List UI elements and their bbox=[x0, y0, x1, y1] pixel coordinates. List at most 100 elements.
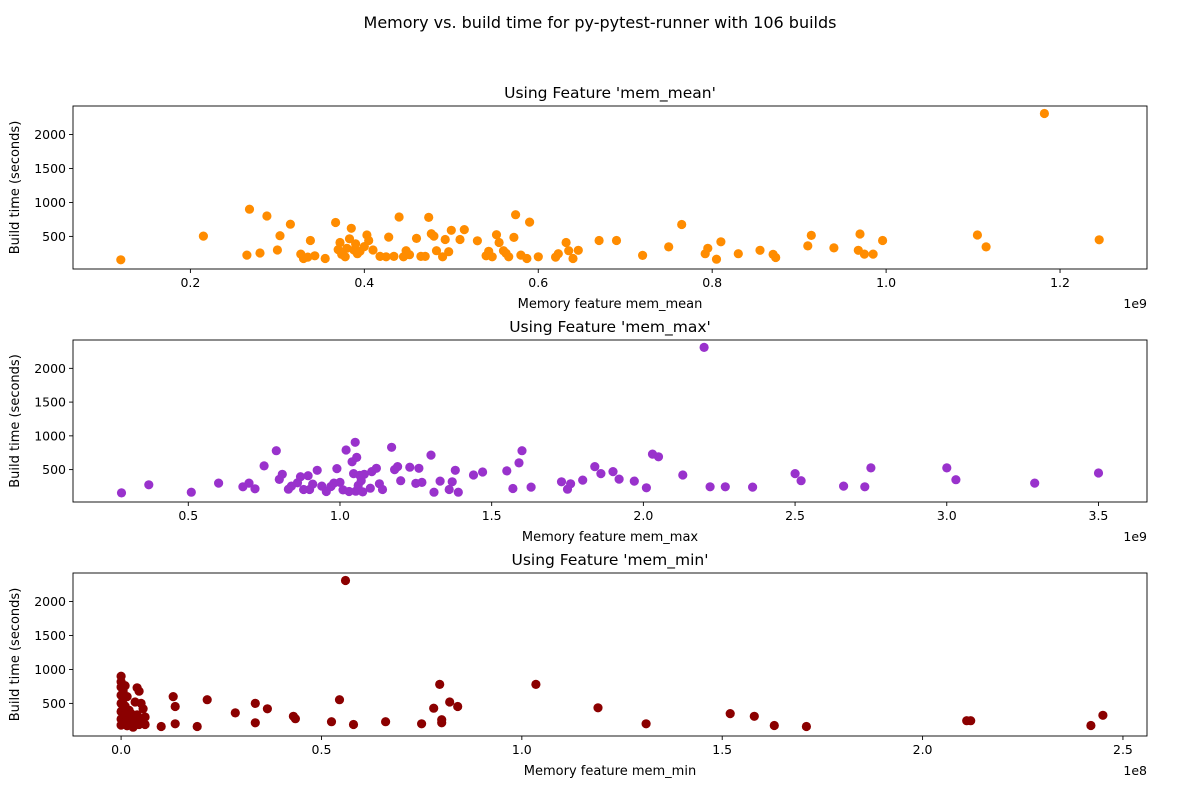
y-axis-label: Build time (seconds) bbox=[8, 588, 23, 722]
scatter-point bbox=[230, 708, 240, 718]
scatter-point bbox=[277, 469, 287, 479]
scatter-point bbox=[387, 442, 397, 452]
scatter-point bbox=[344, 486, 354, 497]
scatter-point bbox=[262, 704, 272, 714]
scatter-points bbox=[116, 575, 1108, 732]
panel-mem-mean: Using Feature 'mem_mean' Memory feature … bbox=[8, 84, 1148, 312]
x-tick-label: 1.0 bbox=[876, 275, 896, 290]
scatter-point bbox=[455, 234, 465, 245]
x-tick-label: 1.5 bbox=[712, 742, 732, 757]
scatter-point bbox=[699, 342, 709, 352]
scatter-point bbox=[868, 249, 878, 259]
panel-title: Using Feature 'mem_mean' bbox=[504, 84, 716, 103]
scatter-point bbox=[320, 253, 330, 264]
scatter-point bbox=[134, 686, 144, 696]
panel-title: Using Feature 'mem_max' bbox=[509, 318, 711, 337]
scatter-point bbox=[331, 217, 341, 228]
scatter-point bbox=[426, 450, 436, 460]
scatter-point bbox=[359, 469, 369, 479]
scatter-point bbox=[250, 698, 260, 709]
scatter-point bbox=[508, 483, 518, 494]
scatter-point bbox=[981, 242, 991, 252]
scatter-point bbox=[303, 252, 313, 262]
scatter-point bbox=[368, 245, 378, 255]
scatter-point bbox=[244, 478, 254, 488]
panel-title: Using Feature 'mem_min' bbox=[511, 551, 708, 570]
x-axis-offset-label: 1e9 bbox=[1123, 296, 1147, 311]
scatter-point bbox=[335, 237, 345, 248]
scatter-point bbox=[424, 212, 434, 222]
scatter-point bbox=[801, 721, 812, 732]
scatter-point bbox=[556, 477, 567, 487]
scatter-point bbox=[250, 718, 260, 728]
scatter-point bbox=[806, 230, 816, 240]
scatter-point bbox=[140, 719, 150, 730]
scatter-point bbox=[429, 703, 439, 713]
scatter-point bbox=[138, 704, 148, 714]
scatter-point bbox=[725, 709, 735, 719]
scatter-point bbox=[478, 467, 488, 477]
scatter-point bbox=[510, 210, 521, 220]
scatter-point bbox=[716, 237, 726, 247]
y-tick-label: 500 bbox=[42, 462, 66, 477]
scatter-point bbox=[440, 234, 450, 245]
scatter-point bbox=[242, 250, 252, 260]
x-tick-label: 1.0 bbox=[330, 508, 350, 523]
axes-frame bbox=[72, 572, 1148, 737]
x-tick-label: 1.2 bbox=[1050, 275, 1070, 290]
y-tick-label: 500 bbox=[42, 696, 66, 711]
scatter-point bbox=[1030, 478, 1040, 488]
scatter-point bbox=[533, 252, 543, 262]
scatter-point bbox=[1039, 108, 1049, 119]
scatter-point bbox=[878, 235, 888, 246]
scatter-point bbox=[140, 712, 150, 722]
scatter-point bbox=[365, 483, 375, 493]
scatter-point bbox=[116, 255, 126, 265]
scatter-point bbox=[417, 719, 427, 729]
x-tick-label: 2.0 bbox=[633, 508, 653, 523]
figure-suptitle: Memory vs. build time for py-pytest-runn… bbox=[363, 13, 837, 32]
x-axis-offset-label: 1e9 bbox=[1123, 529, 1147, 544]
scatter-point bbox=[310, 251, 320, 261]
scatter-point bbox=[790, 469, 800, 479]
scatter-point bbox=[417, 477, 427, 487]
scatter-point bbox=[116, 488, 127, 498]
scatter-point bbox=[429, 487, 439, 497]
scatter-point bbox=[664, 242, 674, 252]
y-tick-label: 2000 bbox=[34, 127, 66, 142]
scatter-point bbox=[411, 233, 422, 243]
scatter-point bbox=[214, 478, 224, 488]
scatter-point bbox=[156, 721, 166, 732]
scatter-point bbox=[972, 230, 983, 240]
x-tick-label: 2.5 bbox=[1113, 742, 1133, 757]
scatter-point bbox=[468, 470, 479, 480]
scatter-point bbox=[431, 246, 442, 256]
scatter-point bbox=[405, 462, 415, 472]
scatter-point bbox=[446, 225, 456, 235]
scatter-point bbox=[608, 467, 618, 477]
scatter-point bbox=[255, 248, 265, 258]
scatter-point bbox=[653, 452, 664, 462]
scatter-point bbox=[334, 695, 345, 705]
scatter-point bbox=[122, 692, 132, 702]
scatter-point bbox=[447, 477, 457, 487]
scatter-point bbox=[435, 679, 445, 690]
x-tick-label: 3.0 bbox=[937, 508, 957, 523]
scatter-point bbox=[491, 230, 502, 240]
y-tick-label: 1500 bbox=[34, 161, 66, 176]
scatter-point bbox=[295, 472, 306, 482]
scatter-point bbox=[526, 482, 536, 492]
scatter-point bbox=[414, 463, 424, 473]
scatter-point bbox=[453, 701, 463, 712]
scatter-point bbox=[733, 249, 743, 259]
scatter-point bbox=[168, 692, 178, 702]
scatter-point bbox=[611, 235, 622, 246]
x-axis-label: Memory feature mem_min bbox=[524, 764, 696, 779]
scatter-point bbox=[351, 239, 361, 249]
scatter-point bbox=[859, 249, 870, 259]
x-tick-label: 1.0 bbox=[512, 742, 532, 757]
scatter-point bbox=[420, 251, 430, 261]
y-tick-label: 1000 bbox=[34, 428, 66, 443]
scatter-point bbox=[749, 711, 759, 721]
